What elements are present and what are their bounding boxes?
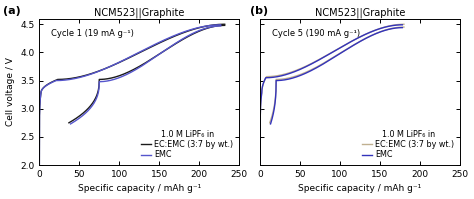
Title: NCM523||Graphite: NCM523||Graphite — [315, 8, 405, 18]
Text: (b): (b) — [250, 6, 268, 16]
Text: Cycle 5 (190 mA g⁻¹): Cycle 5 (190 mA g⁻¹) — [272, 29, 360, 38]
Legend: EC:EMC (3:7 by wt.), EMC: EC:EMC (3:7 by wt.), EMC — [361, 128, 456, 161]
Legend: EC:EMC (3:7 by wt.), EMC: EC:EMC (3:7 by wt.), EMC — [140, 128, 235, 161]
X-axis label: Specific capacity / mAh g⁻¹: Specific capacity / mAh g⁻¹ — [299, 184, 422, 193]
Title: NCM523||Graphite: NCM523||Graphite — [94, 8, 184, 18]
Text: Cycle 1 (19 mA g⁻¹): Cycle 1 (19 mA g⁻¹) — [51, 29, 134, 38]
X-axis label: Specific capacity / mAh g⁻¹: Specific capacity / mAh g⁻¹ — [78, 184, 201, 193]
Text: (a): (a) — [3, 6, 21, 16]
Y-axis label: Cell voltage / V: Cell voltage / V — [6, 57, 15, 126]
